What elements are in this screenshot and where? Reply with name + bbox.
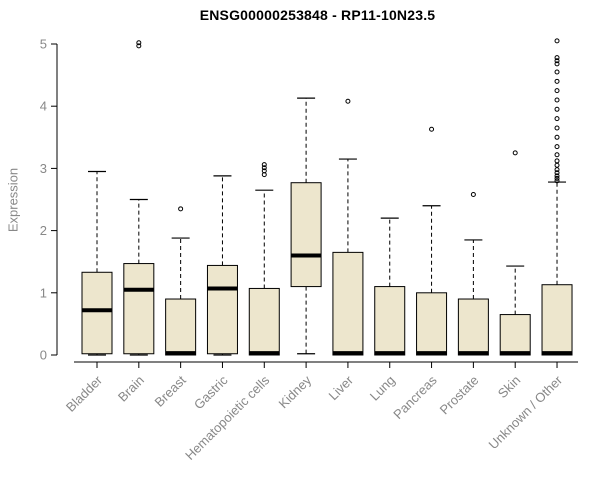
outlier-point — [554, 170, 560, 176]
outlier-point — [554, 38, 560, 44]
outlier-point — [554, 134, 560, 140]
box-lung — [374, 286, 406, 356]
outlier-point — [261, 168, 267, 174]
outlier-point — [554, 88, 560, 94]
outlier-point — [136, 40, 142, 46]
y-tick-label: 0 — [40, 348, 47, 363]
x-category-label: Kidney — [276, 372, 315, 411]
x-category-label: Lung — [367, 373, 398, 404]
x-category-label: Skin — [495, 373, 523, 401]
x-category-label: Gastric — [191, 372, 231, 412]
y-tick-label: 4 — [40, 99, 47, 114]
y-tick-label: 1 — [40, 285, 47, 300]
outlier-point — [554, 106, 560, 112]
y-tick-label: 2 — [40, 223, 47, 238]
outlier-point — [261, 165, 267, 171]
outlier-point — [554, 69, 560, 75]
outlier-point — [261, 162, 267, 168]
y-tick-label: 3 — [40, 161, 47, 176]
outlier-point — [345, 98, 351, 104]
box-pancreas — [416, 292, 448, 356]
x-category-label: Brain — [115, 373, 147, 405]
outlier-point — [554, 173, 560, 179]
box-liver — [332, 251, 364, 356]
y-tick-label: 5 — [40, 37, 47, 52]
box-skin — [499, 314, 531, 356]
box-bladder — [81, 271, 113, 355]
outlier-point — [554, 125, 560, 131]
x-category-label: Liver — [326, 372, 357, 403]
x-category-label: Pancreas — [390, 372, 440, 422]
x-category-label: Unknown / Other — [486, 372, 566, 452]
outlier-point — [554, 58, 560, 64]
box-gastric — [206, 264, 238, 355]
x-category-label: Prostate — [437, 373, 482, 418]
box-kidney — [290, 182, 322, 288]
x-category-label: Bladder — [63, 372, 106, 415]
outlier-point — [554, 178, 560, 184]
outlier-point — [554, 61, 560, 67]
outlier-point — [554, 144, 560, 150]
outlier-point — [554, 78, 560, 84]
box-prostate — [457, 298, 489, 356]
box-brain — [123, 263, 155, 355]
outlier-point — [554, 116, 560, 122]
box-breast — [165, 298, 197, 356]
outlier-point — [554, 152, 560, 158]
outlier-point — [429, 126, 435, 132]
box-unknown-other — [541, 284, 573, 356]
outlier-point — [554, 55, 560, 61]
outlier-point — [554, 162, 560, 168]
outlier-point — [554, 175, 560, 181]
outlier-point — [470, 192, 476, 198]
outlier-point — [178, 206, 184, 212]
outlier-point — [136, 43, 142, 49]
outlier-point — [512, 150, 518, 156]
outlier-point — [554, 97, 560, 103]
box-hematopoietic-cells — [248, 287, 280, 356]
x-category-label: Breast — [152, 372, 189, 409]
outlier-point — [554, 158, 560, 164]
chart-title: ENSG00000253848 - RP11-10N23.5 — [199, 7, 436, 23]
